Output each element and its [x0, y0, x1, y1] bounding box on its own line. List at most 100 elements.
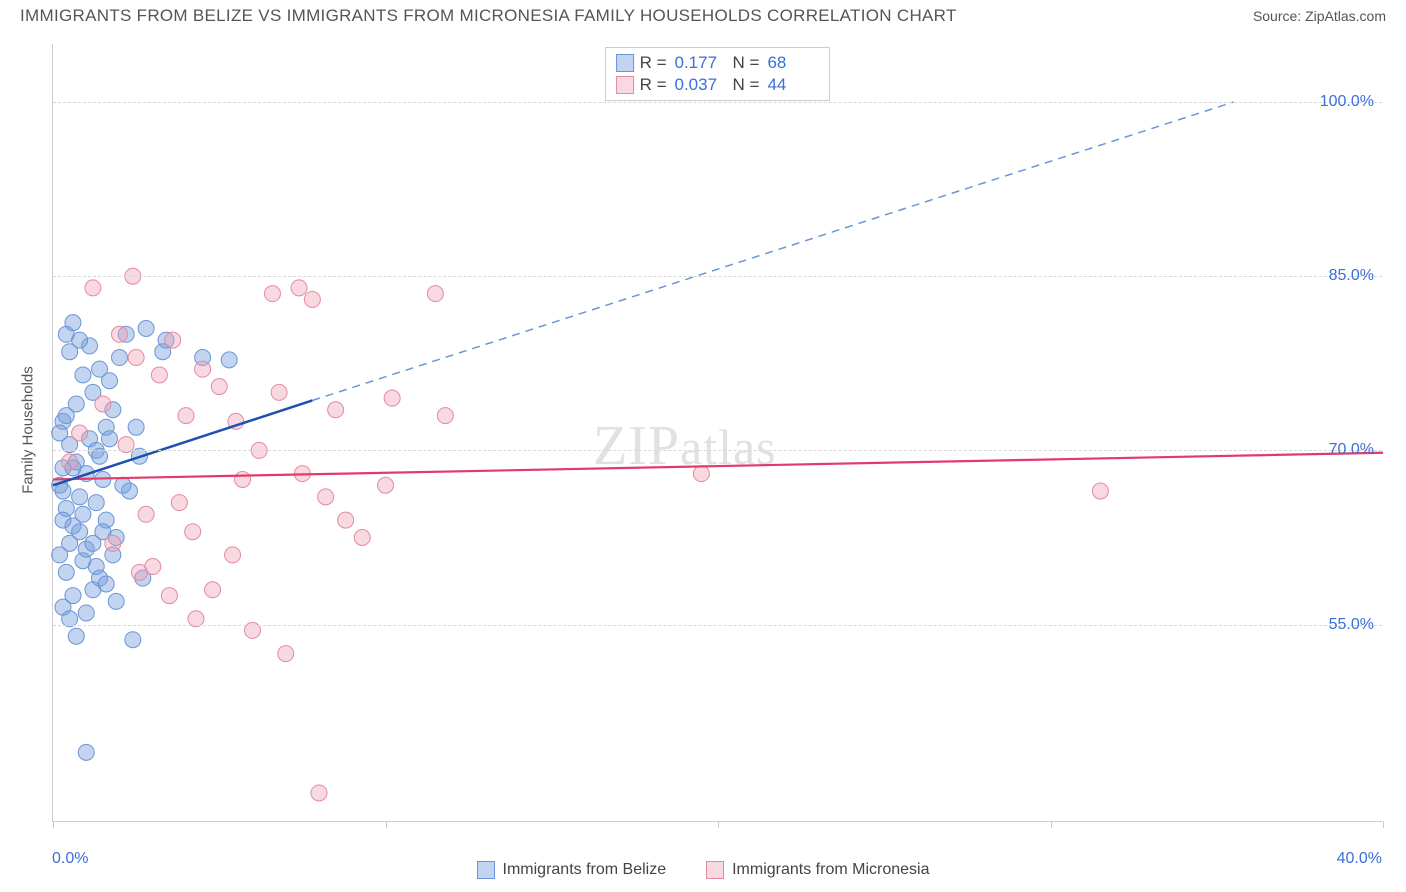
series-legend: Immigrants from Belize Immigrants from M… — [0, 852, 1406, 887]
data-point — [72, 489, 88, 505]
data-point — [304, 291, 320, 307]
swatch-belize-bottom — [477, 861, 495, 879]
data-point — [161, 588, 177, 604]
x-tick — [386, 821, 387, 828]
data-point — [72, 425, 88, 441]
x-tick — [53, 821, 54, 828]
data-point — [88, 559, 104, 575]
legend-item-micronesia: Immigrants from Micronesia — [706, 861, 929, 879]
data-point — [165, 332, 181, 348]
correlation-legend: R = 0.177 N = 68 R = 0.037 N = 44 — [605, 47, 831, 101]
x-tick — [1051, 821, 1052, 828]
gridline — [53, 450, 1382, 451]
data-point — [1092, 483, 1108, 499]
data-point — [138, 506, 154, 522]
chart-title: IMMIGRANTS FROM BELIZE VS IMMIGRANTS FRO… — [20, 6, 957, 26]
data-point — [52, 425, 68, 441]
data-point — [195, 361, 211, 377]
data-point — [235, 471, 251, 487]
data-point — [108, 593, 124, 609]
data-point — [221, 352, 237, 368]
n-label: N = — [733, 75, 760, 95]
r-label: R = — [640, 53, 667, 73]
data-point — [75, 367, 91, 383]
data-point — [178, 408, 194, 424]
data-point — [58, 564, 74, 580]
gridline — [53, 625, 1382, 626]
swatch-micronesia-bottom — [706, 861, 724, 879]
swatch-belize — [616, 54, 634, 72]
y-tick-label: 55.0% — [1329, 616, 1374, 634]
legend-row-belize: R = 0.177 N = 68 — [616, 52, 820, 74]
header: IMMIGRANTS FROM BELIZE VS IMMIGRANTS FRO… — [0, 0, 1406, 30]
data-point — [384, 390, 400, 406]
data-point — [75, 506, 91, 522]
legend-label-belize: Immigrants from Belize — [503, 861, 667, 879]
x-tick — [718, 821, 719, 828]
chart-svg — [53, 44, 1382, 821]
data-point — [78, 744, 94, 760]
legend-label-micronesia: Immigrants from Micronesia — [732, 861, 929, 879]
source-value: ZipAtlas.com — [1305, 8, 1386, 24]
n-label: N = — [733, 53, 760, 73]
data-point — [311, 785, 327, 801]
r-value-belize: 0.177 — [675, 53, 727, 73]
data-point — [85, 535, 101, 551]
x-tick — [1383, 821, 1384, 828]
data-point — [62, 454, 78, 470]
data-point — [102, 373, 118, 389]
data-point — [264, 286, 280, 302]
data-point — [68, 628, 84, 644]
data-point — [105, 535, 121, 551]
data-point — [125, 632, 141, 648]
data-point — [693, 466, 709, 482]
data-point — [128, 419, 144, 435]
y-tick-label: 100.0% — [1320, 93, 1374, 111]
data-point — [95, 396, 111, 412]
data-point — [378, 477, 394, 493]
data-point — [185, 524, 201, 540]
data-point — [225, 547, 241, 563]
y-axis-label: Family Households — [20, 366, 37, 494]
source-label: Source: — [1253, 8, 1301, 24]
data-point — [85, 280, 101, 296]
data-point — [55, 512, 71, 528]
r-label: R = — [640, 75, 667, 95]
data-point — [72, 524, 88, 540]
swatch-micronesia — [616, 76, 634, 94]
data-point — [52, 547, 68, 563]
legend-row-micronesia: R = 0.037 N = 44 — [616, 74, 820, 96]
data-point — [102, 431, 118, 447]
data-point — [88, 495, 104, 511]
data-point — [211, 379, 227, 395]
data-point — [151, 367, 167, 383]
data-point — [171, 495, 187, 511]
data-point — [78, 605, 94, 621]
data-point — [115, 477, 131, 493]
data-point — [112, 326, 128, 342]
data-point — [205, 582, 221, 598]
trendline-belize-dashed — [312, 102, 1233, 400]
gridline — [53, 102, 1382, 103]
data-point — [338, 512, 354, 528]
data-point — [98, 576, 114, 592]
y-tick-label: 70.0% — [1329, 441, 1374, 459]
data-point — [128, 350, 144, 366]
data-point — [427, 286, 443, 302]
n-value-micronesia: 44 — [767, 75, 819, 95]
data-point — [65, 315, 81, 331]
trendline-micronesia — [53, 453, 1383, 480]
r-value-micronesia: 0.037 — [675, 75, 727, 95]
data-point — [138, 320, 154, 336]
data-point — [278, 646, 294, 662]
gridline — [53, 276, 1382, 277]
data-point — [271, 384, 287, 400]
chart-plot-area: ZIPatlas R = 0.177 N = 68 R = 0.037 N = … — [52, 44, 1382, 822]
data-point — [437, 408, 453, 424]
data-point — [328, 402, 344, 418]
data-point — [291, 280, 307, 296]
data-point — [55, 483, 71, 499]
y-tick-label: 85.0% — [1329, 267, 1374, 285]
data-point — [318, 489, 334, 505]
data-point — [72, 332, 88, 348]
